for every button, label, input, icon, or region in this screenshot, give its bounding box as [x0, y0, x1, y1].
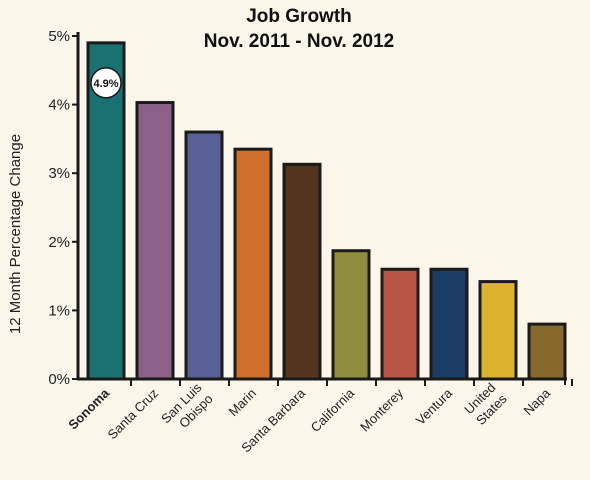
y-tick-label-4: 4%: [48, 97, 70, 114]
data-label-bubble-0: [90, 67, 122, 99]
y-tick-label-0: 0%: [48, 371, 70, 388]
bar-4: [282, 162, 322, 381]
bar-7: [429, 267, 469, 381]
y-axis-label: 12 Month Percentage Change: [7, 134, 24, 334]
x-tick-label-7: Ventura: [413, 385, 456, 428]
x-tick-label-8: UnitedStates: [461, 380, 510, 429]
bar-5: [331, 249, 371, 381]
bar-8: [478, 280, 518, 381]
chart-title-line-2: Nov. 2011 - Nov. 2012: [204, 31, 394, 52]
y-tick-label-1: 1%: [48, 302, 70, 319]
x-tick-label-9: Napa: [521, 385, 554, 418]
x-tick-label-3: Marin: [226, 386, 260, 420]
y-tick-label-5: 5%: [48, 28, 70, 45]
bar-9: [527, 322, 567, 381]
chart-title-line-1: Job Growth: [246, 6, 352, 27]
x-tick-label-1: Santa Cruz: [105, 386, 162, 443]
data-label-0: 4.9%: [93, 78, 118, 90]
x-tick-label-5: California: [308, 385, 358, 435]
x-tick-label-0: Sonoma: [65, 385, 112, 432]
bar-6: [380, 267, 420, 381]
y-tick-label-2: 2%: [48, 234, 70, 251]
y-tick-label-3: 3%: [48, 165, 70, 182]
x-tick-label-6: Monterey: [357, 385, 406, 434]
bar-1: [135, 101, 175, 381]
x-tick-label-2: San LuisObispo: [158, 380, 216, 438]
bar-3: [233, 147, 273, 381]
bar-2: [184, 130, 224, 381]
